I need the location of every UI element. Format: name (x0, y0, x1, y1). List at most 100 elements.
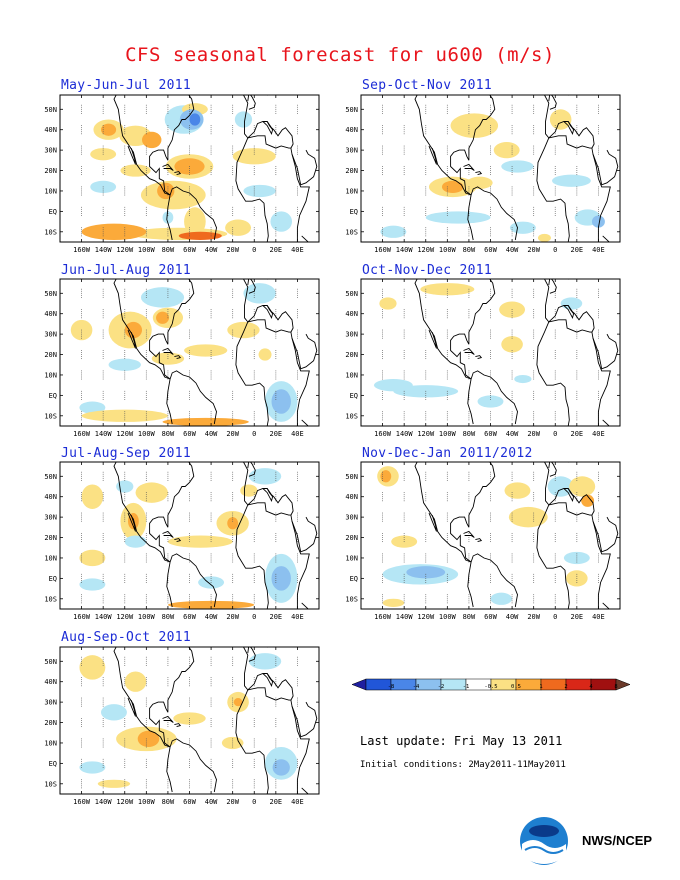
anomaly-shading (379, 297, 397, 310)
coastline (262, 121, 274, 136)
lon-tick-label: 20W (527, 246, 540, 254)
lat-tick-label: 50N (44, 473, 57, 481)
anomaly-shading (81, 223, 147, 240)
coastline (414, 95, 472, 196)
map-panel-aso: 50N 40N 30N 20N 10N EQ 10S 160W 140W 120W 100W 80W 6… (38, 646, 328, 812)
anomaly-shading (501, 160, 534, 173)
coastline (169, 186, 217, 241)
colorbar-arrow-right (615, 678, 631, 691)
lat-tick-label: 50N (44, 106, 57, 114)
coastline (198, 647, 208, 648)
lon-tick-label: 140W (95, 613, 113, 621)
coastline (563, 121, 575, 136)
lon-tick-label: 20E (571, 246, 584, 254)
coastline (428, 329, 437, 349)
coastline (162, 715, 174, 723)
anomaly-shading (569, 476, 596, 497)
coastline (174, 355, 182, 360)
coastline (198, 462, 208, 463)
lon-tick-label: 80W (463, 246, 476, 254)
coastline (450, 279, 496, 380)
lat-tick-label: 30N (44, 699, 57, 707)
coastline (174, 723, 182, 728)
lon-tick-label: 100W (439, 613, 457, 621)
lat-tick-label: 40N (345, 493, 358, 501)
coastline (247, 135, 291, 149)
lat-tick-label: 50N (345, 290, 358, 298)
coastline (475, 355, 483, 360)
lon-tick-label: 160W (73, 246, 91, 254)
lat-tick-label: 10N (44, 554, 57, 562)
colorbar-arrow-left (351, 678, 367, 691)
anomaly-shading (591, 215, 605, 228)
coastline (149, 462, 195, 563)
panel-title-aso: Aug-Sep-Oct 2011 (61, 630, 192, 645)
anomaly-shading (140, 180, 206, 210)
coastline (162, 163, 174, 171)
coastline (301, 602, 309, 609)
coastline (169, 370, 217, 425)
lon-tick-label: 20E (270, 798, 283, 806)
coastline (591, 332, 611, 426)
anomaly-shading (240, 484, 258, 497)
lon-tick-label: 160W (73, 613, 91, 621)
lat-tick-label: EQ (49, 208, 57, 216)
anomaly-shading (162, 211, 174, 224)
lon-tick-label: 60W (183, 430, 196, 438)
lon-tick-label: 60W (484, 613, 497, 621)
coastline (548, 279, 557, 294)
coastline (563, 305, 575, 320)
lat-tick-label: 30N (44, 147, 57, 155)
coastline (198, 279, 208, 280)
lon-tick-label: 100W (138, 613, 156, 621)
lon-tick-label: 60W (484, 430, 497, 438)
anomaly-shading (79, 655, 106, 680)
anomaly-shading (441, 180, 464, 193)
lat-tick-label: 10N (345, 554, 358, 562)
lon-tick-label: 20E (270, 246, 283, 254)
lat-tick-label: 20N (44, 167, 57, 175)
anomaly-shading (406, 566, 446, 579)
coastline (567, 279, 569, 280)
lon-tick-label: 40W (205, 798, 218, 806)
last-update-text: Last update: Fri May 13 2011 (360, 734, 563, 748)
coastline (247, 305, 294, 333)
anomaly-shading (97, 779, 131, 788)
lon-tick-label: 80W (162, 430, 175, 438)
coastline (414, 279, 472, 380)
coastline (166, 194, 173, 241)
lon-tick-label: 80W (162, 246, 175, 254)
coastline (467, 194, 474, 241)
anomaly-shading (227, 321, 260, 339)
anomaly-shading (508, 506, 548, 528)
anomaly-shading (243, 283, 276, 304)
coastline (262, 305, 274, 320)
colorbar-label: -1 (463, 684, 470, 690)
lon-tick-label: 140W (396, 246, 414, 254)
lon-tick-label: 140W (396, 430, 414, 438)
anomaly-shading (380, 470, 392, 483)
lon-tick-label: 60W (484, 246, 497, 254)
coastline (290, 700, 310, 794)
coastline (548, 135, 592, 149)
coastline (548, 462, 557, 477)
coastline (174, 538, 182, 543)
colorbar-label: 0.5 (511, 684, 521, 690)
lon-tick-label: 40W (205, 246, 218, 254)
coastline (567, 95, 569, 96)
coastline (247, 121, 294, 149)
coastline (291, 149, 318, 186)
lon-tick-label: 0 (252, 613, 256, 621)
lon-tick-label: 160W (374, 430, 392, 438)
lon-tick-label: 100W (439, 246, 457, 254)
panel-title-jja: Jun-Jul-Aug 2011 (61, 263, 192, 278)
coastline (247, 95, 256, 110)
coastline (548, 121, 595, 149)
coastline (499, 279, 509, 280)
coastline (563, 488, 575, 503)
coastline (290, 332, 310, 426)
panel-title-ond: Oct-Nov-Dec 2011 (362, 263, 493, 278)
anomaly-shading (490, 592, 513, 605)
lon-tick-label: 160W (73, 430, 91, 438)
coastline (467, 561, 474, 608)
